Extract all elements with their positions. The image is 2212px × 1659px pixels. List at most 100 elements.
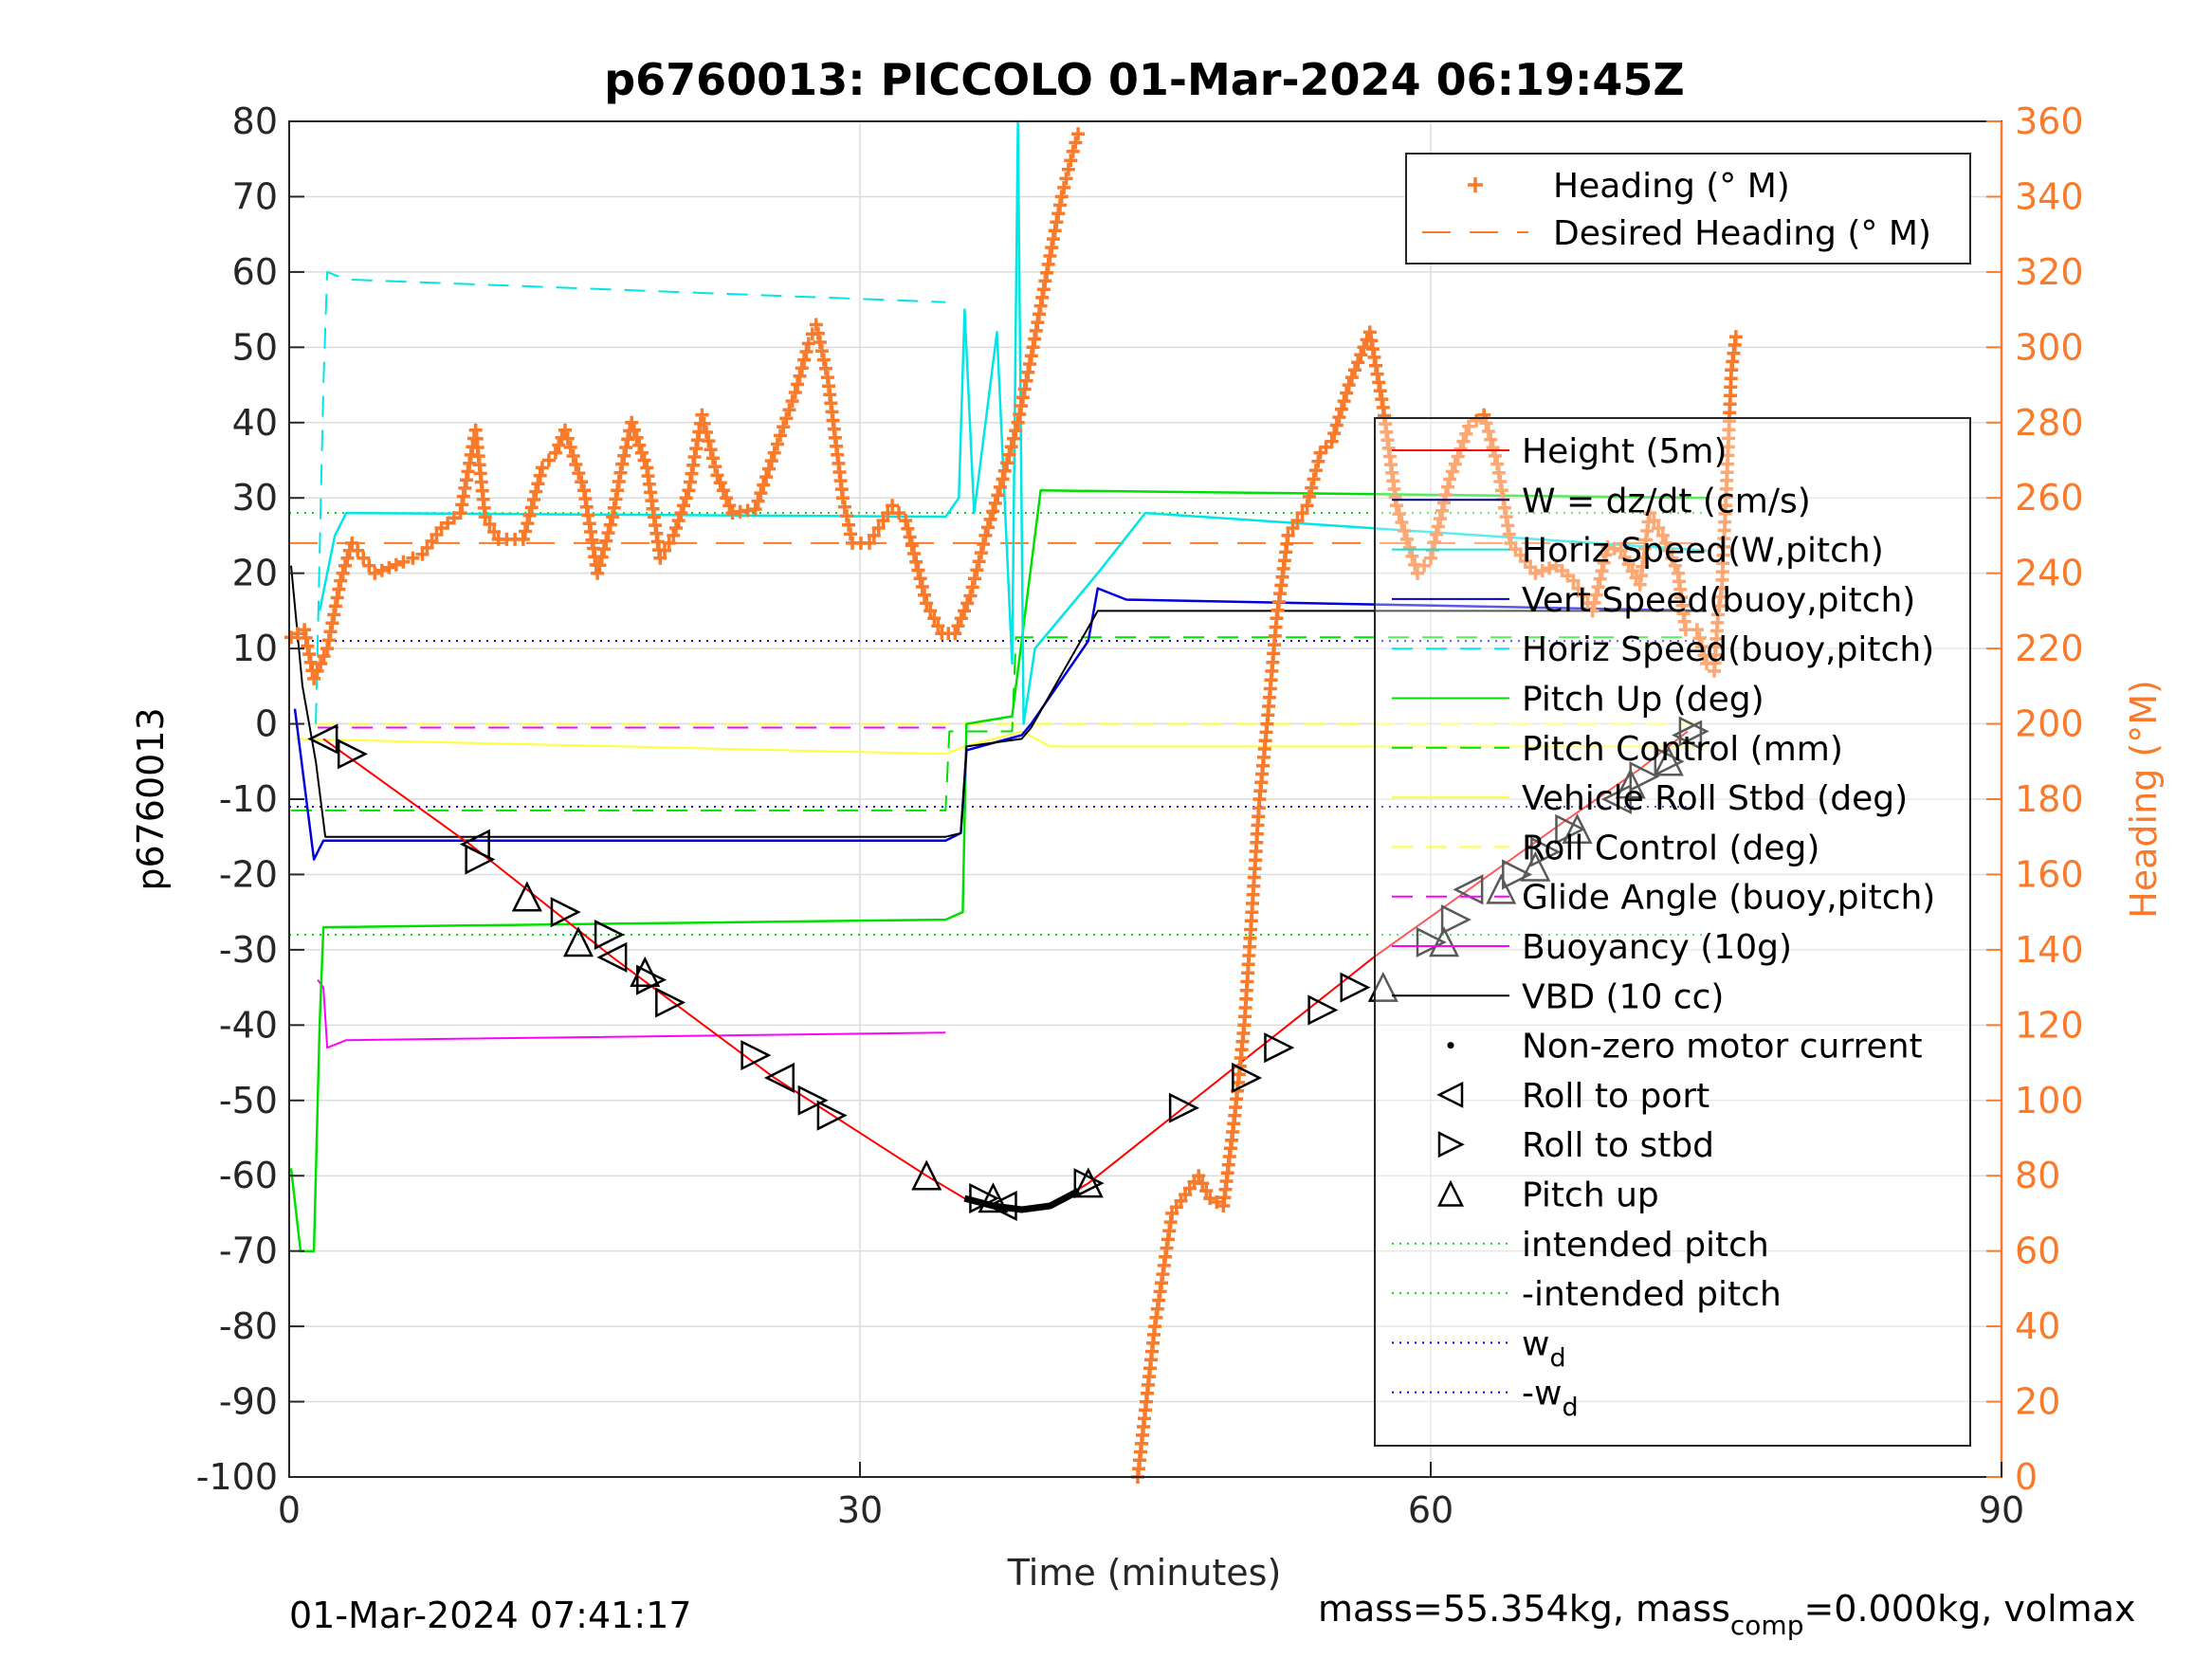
heading-marker (1678, 623, 1692, 637)
roll-to-stbd-marker (594, 919, 625, 951)
heading-marker (1327, 427, 1342, 441)
legend-main-label-text: Buoyancy (10g) (1522, 928, 1792, 967)
heading-marker (918, 588, 931, 602)
heading-marker (619, 441, 633, 454)
y-tick-label: 80 (232, 100, 278, 142)
heading-marker (667, 528, 681, 542)
legend-main-box (1374, 417, 1971, 1447)
heading-marker (702, 434, 716, 448)
heading-marker (1395, 516, 1409, 529)
heading-marker (1576, 589, 1590, 603)
chart-title: p6760013: PICCOLO 01-Mar-2024 06:19:45Z (604, 54, 1685, 105)
roll-to-stbd-marker (1678, 716, 1709, 747)
heading-marker (881, 506, 895, 520)
heading-marker (677, 499, 690, 513)
y2-tick-label: 60 (2015, 1231, 2060, 1272)
y2-tick-label: 320 (2015, 251, 2084, 293)
heading-marker (572, 466, 586, 481)
heading-marker (560, 431, 575, 446)
heading-marker (1061, 162, 1075, 176)
legend-main-label-text: Roll to port (1522, 1077, 1709, 1116)
heading-marker (362, 558, 376, 573)
heading-marker (1009, 424, 1023, 438)
heading-marker (814, 344, 829, 358)
legend-main: Height (5m) W = dz/dt (cm/s) Horiz Speed(W… (1374, 417, 1971, 1447)
heading-marker (558, 423, 572, 437)
roll-to-port-marker (763, 1062, 795, 1093)
heading-marker (1050, 215, 1064, 229)
legend-main-label: Horiz Speed(W,pitch) (1522, 532, 1884, 571)
y-axis-right: 3603403203002802602402202001801601401201… (1986, 100, 2084, 1498)
heading-marker (954, 611, 968, 626)
heading-marker (1655, 528, 1670, 542)
heading-marker (1398, 524, 1412, 538)
heading-marker (529, 484, 543, 499)
legend-main-label-text: Horiz Speed(buoy,pitch) (1522, 630, 1934, 669)
footer-mass-info: mass=55.354kg, masscomp=0.000kg, volmax (1318, 1588, 2135, 1641)
legend-main-label: -intended pitch (1522, 1275, 1782, 1314)
y2-tick-label: 340 (2015, 175, 2084, 217)
roll-to-stbd-marker (1168, 1092, 1199, 1123)
heading-marker (720, 491, 734, 505)
heading-marker (1013, 408, 1027, 421)
heading-marker (931, 619, 945, 633)
x-axis: 0 30 60 90 (278, 1462, 2024, 1531)
heading-marker (764, 454, 778, 468)
heading-marker (1071, 127, 1086, 141)
heading-marker (1435, 503, 1449, 518)
heading-marker (1585, 604, 1600, 618)
heading-marker (1597, 556, 1611, 570)
heading-marker (795, 361, 809, 375)
legend-main-label: Glide Angle (buoy,pitch) (1522, 879, 1935, 918)
heading-marker (1618, 551, 1632, 564)
heading-marker (907, 547, 921, 560)
vehicle-roll-series (294, 730, 1707, 756)
heading-marker (901, 521, 915, 536)
legend-main-label: W = dz/dt (cm/s) (1522, 482, 1811, 520)
heading-marker (314, 657, 328, 670)
heading-marker (1589, 588, 1603, 602)
heading-marker (1019, 374, 1033, 388)
heading-marker (748, 502, 762, 517)
heading-marker (1484, 432, 1498, 447)
legend-main-label: Horiz Speed(buoy,pitch) (1522, 630, 1934, 669)
heading-marker (1728, 330, 1743, 344)
y2-tick-label: 280 (2015, 402, 2084, 444)
legend-main-label: Height (5m) (1522, 432, 1728, 471)
legend-main-label-text: Pitch Up (deg) (1522, 681, 1764, 720)
heading-marker (1659, 536, 1673, 550)
y-tick-label: -80 (219, 1305, 278, 1347)
heading-marker (1354, 348, 1368, 362)
heading-marker (1196, 1176, 1210, 1191)
heading-marker (351, 543, 365, 557)
heading-marker (1344, 371, 1359, 385)
heading-marker (522, 508, 537, 522)
heading-marker (951, 619, 965, 633)
heading-marker (1392, 507, 1406, 521)
roll-to-port-marker (1600, 783, 1632, 815)
heading-marker (886, 499, 900, 513)
legend-main-label-text: Vert Speed(buoy,pitch) (1522, 581, 1915, 620)
heading-marker (1434, 512, 1447, 526)
footer-mass-part-1: mass=55.354kg, mass (1318, 1588, 1730, 1630)
legend-main-label-text: Glide Angle (buoy,pitch) (1522, 879, 1935, 918)
heading-marker (531, 477, 545, 491)
heading-marker (1046, 232, 1060, 246)
heading-marker (1600, 539, 1615, 554)
heading-marker (909, 555, 923, 569)
heading-marker (1329, 418, 1344, 432)
heading-marker (317, 649, 331, 664)
heading-marker (700, 426, 713, 439)
legend-main-swatch (1437, 1131, 1465, 1158)
roll-to-stbd-marker (1530, 836, 1562, 867)
legend-main-label: Vert Speed(buoy,pitch) (1522, 581, 1915, 620)
heading-marker (801, 337, 815, 351)
heading-marker (1437, 496, 1451, 510)
heading-marker (332, 582, 346, 596)
heading-marker (697, 416, 711, 430)
y-tick-label: 70 (232, 175, 278, 217)
heading-marker (627, 423, 641, 437)
roll-to-stbd-marker (816, 1100, 848, 1131)
heading-marker (863, 536, 876, 550)
heading-marker (960, 596, 975, 611)
